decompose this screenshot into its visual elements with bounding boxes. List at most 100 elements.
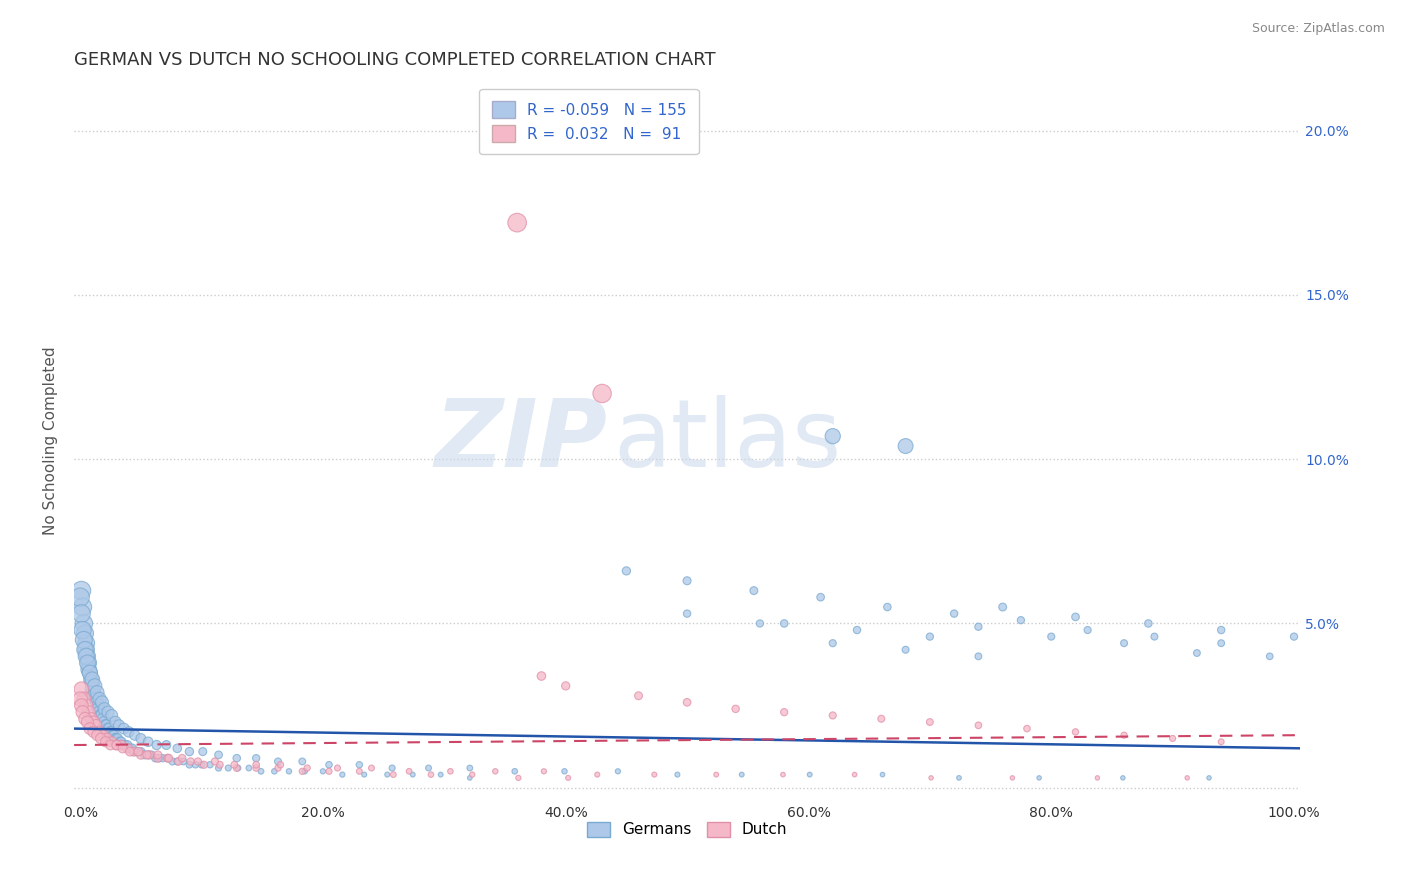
Point <box>105 731 128 746</box>
Point <box>72 623 94 637</box>
Point <box>799 767 821 781</box>
Point <box>179 757 201 772</box>
Point <box>80 673 103 687</box>
Point <box>129 745 152 759</box>
Point <box>83 685 105 699</box>
Point <box>1077 623 1099 637</box>
Point <box>187 755 209 769</box>
Point <box>375 767 398 781</box>
Point <box>557 771 579 785</box>
Point <box>77 656 100 670</box>
Point <box>73 632 96 647</box>
Point <box>172 751 194 765</box>
Point <box>108 718 131 732</box>
Point <box>97 705 120 719</box>
Point <box>105 738 128 752</box>
Point <box>129 731 152 746</box>
Point <box>554 679 576 693</box>
Point <box>461 767 484 781</box>
Point <box>429 767 451 781</box>
Point <box>190 757 212 772</box>
Point <box>894 642 917 657</box>
Point <box>330 767 353 781</box>
Point <box>76 714 98 729</box>
Point <box>420 767 443 781</box>
Point <box>111 741 134 756</box>
Point <box>89 705 111 719</box>
Point <box>1175 771 1198 785</box>
Point <box>894 439 917 453</box>
Point <box>180 755 202 769</box>
Point <box>72 600 94 615</box>
Point <box>118 745 141 759</box>
Point <box>97 722 120 736</box>
Point <box>1282 630 1305 644</box>
Point <box>112 722 135 736</box>
Point <box>676 574 699 588</box>
Point <box>84 692 107 706</box>
Point <box>100 735 122 749</box>
Point <box>172 755 194 769</box>
Point <box>77 663 100 677</box>
Point <box>91 712 114 726</box>
Point <box>90 731 112 746</box>
Point <box>349 764 371 779</box>
Point <box>110 735 132 749</box>
Point <box>245 751 267 765</box>
Point <box>121 741 143 756</box>
Point <box>94 718 117 732</box>
Point <box>86 685 108 699</box>
Point <box>117 741 139 756</box>
Point <box>1010 613 1032 627</box>
Point <box>129 747 152 762</box>
Point <box>105 738 128 752</box>
Point <box>76 656 98 670</box>
Point <box>82 682 104 697</box>
Point <box>198 757 221 772</box>
Y-axis label: No Schooling Completed: No Schooling Completed <box>44 347 58 535</box>
Point <box>135 747 157 762</box>
Point <box>267 761 290 775</box>
Point <box>676 607 699 621</box>
Point <box>773 705 796 719</box>
Point <box>846 623 869 637</box>
Point <box>107 731 129 746</box>
Point <box>967 649 990 664</box>
Point <box>267 755 290 769</box>
Point <box>225 751 247 765</box>
Point <box>295 761 318 775</box>
Point <box>238 761 260 775</box>
Point <box>666 767 689 781</box>
Point <box>82 673 104 687</box>
Point <box>217 761 239 775</box>
Point <box>326 761 349 775</box>
Point <box>110 738 132 752</box>
Point <box>166 741 188 756</box>
Point <box>208 757 231 772</box>
Point <box>1185 646 1208 660</box>
Point <box>1211 636 1233 650</box>
Point <box>1112 728 1135 742</box>
Point <box>179 745 201 759</box>
Point <box>458 771 481 785</box>
Point <box>156 751 179 765</box>
Point <box>145 738 167 752</box>
Point <box>70 682 93 697</box>
Point <box>162 755 184 769</box>
Point <box>1112 771 1135 785</box>
Point <box>821 636 844 650</box>
Point <box>398 764 420 779</box>
Point <box>193 757 215 772</box>
Point <box>1161 731 1184 746</box>
Point <box>918 714 941 729</box>
Point <box>127 745 149 759</box>
Point <box>918 630 941 644</box>
Point <box>117 738 139 752</box>
Point <box>291 764 314 779</box>
Point <box>75 642 97 657</box>
Point <box>1064 610 1087 624</box>
Point <box>207 747 229 762</box>
Point <box>870 712 893 726</box>
Point <box>166 755 188 769</box>
Point <box>79 722 101 736</box>
